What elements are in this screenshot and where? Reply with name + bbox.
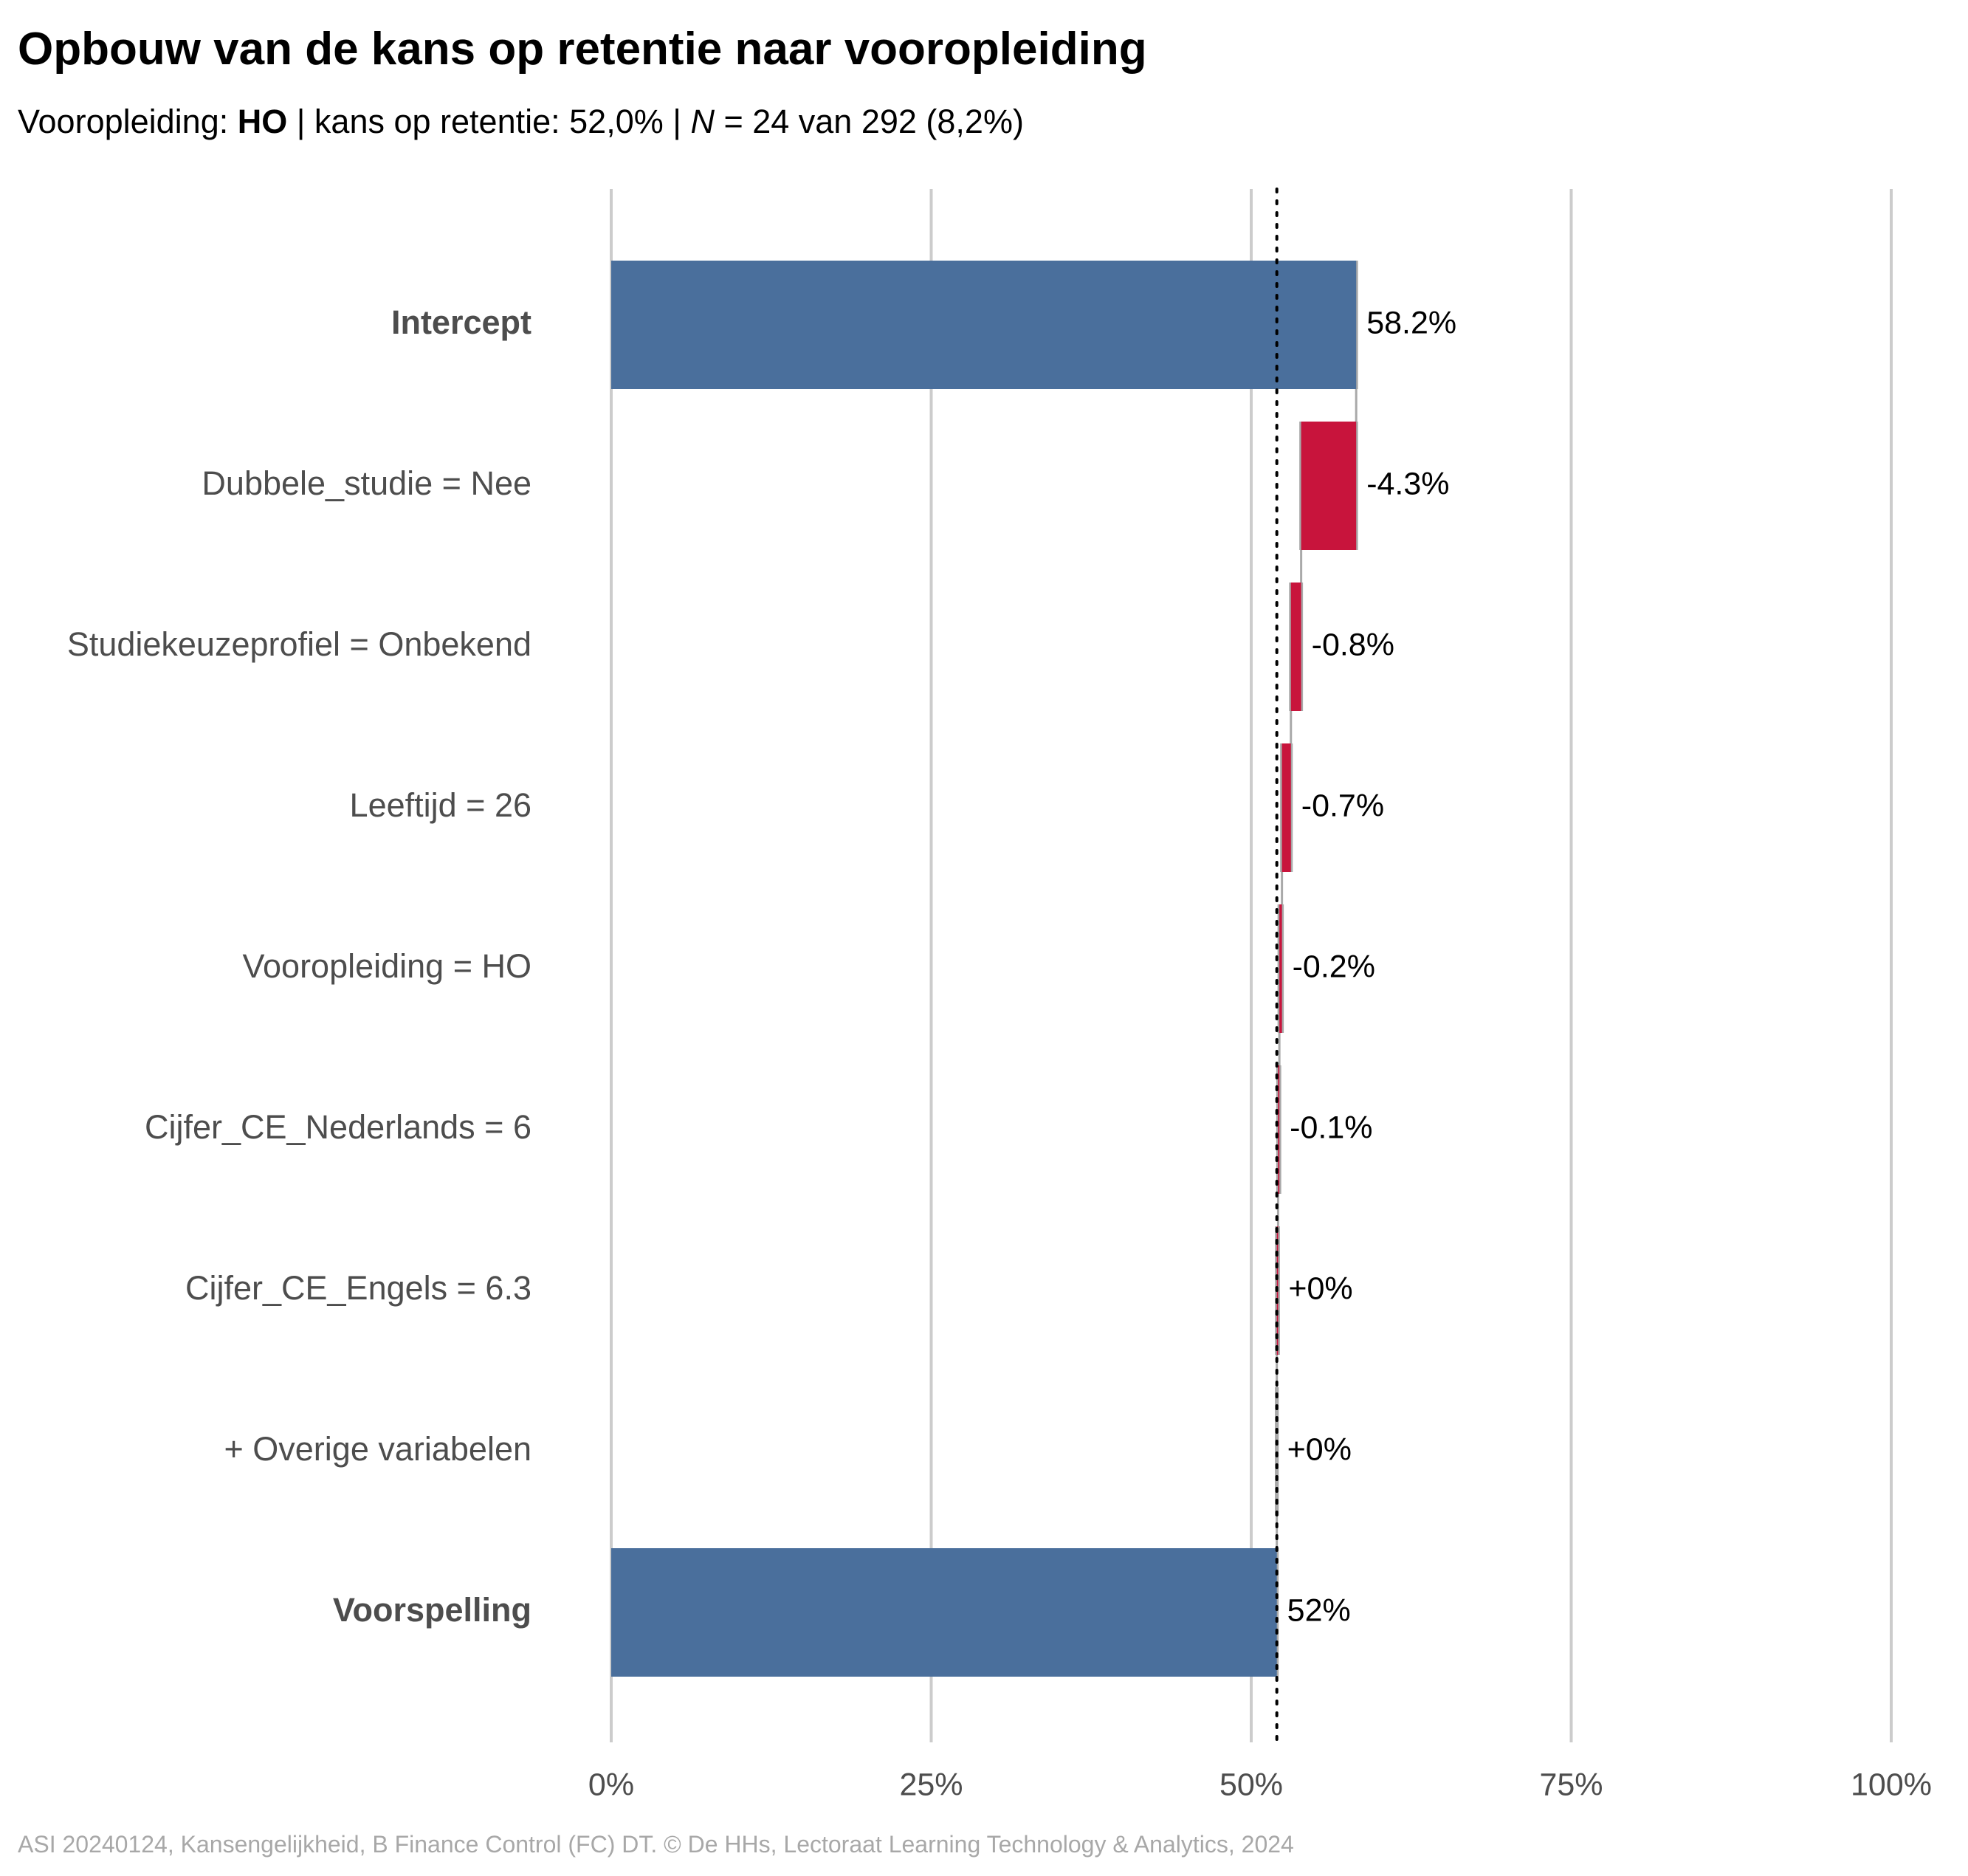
value-label: -0.8% (1312, 627, 1394, 662)
value-label: -4.3% (1366, 466, 1449, 501)
bar-5 (1278, 1065, 1280, 1194)
bar-1 (1301, 422, 1357, 550)
category-labels: Intercept Dubbele_studie = Nee Studiekeuze… (67, 303, 531, 1629)
category-label: Vooropleiding = HO (242, 947, 531, 985)
x-tick-label: 50% (1219, 1767, 1283, 1802)
value-label: 52% (1287, 1592, 1351, 1628)
bar-0 (611, 261, 1357, 389)
bar-2 (1290, 583, 1301, 711)
value-label: -0.1% (1290, 1110, 1372, 1145)
bars (611, 261, 1357, 1677)
x-axis-ticks: 0% 25% 50% 75% 100% (588, 1767, 1932, 1802)
subtitle-group: HO (237, 103, 288, 140)
category-label: Voorspelling (333, 1591, 531, 1629)
waterfall-chart: Intercept Dubbele_studie = Nee Studiekeuze… (67, 188, 1932, 1802)
chart-subtitle: Vooropleiding: HO | kans op retentie: 52… (18, 102, 1024, 142)
category-label: + Overige variabelen (224, 1430, 532, 1468)
subtitle-n-text: = 24 van 292 (8,2%) (714, 103, 1024, 140)
category-label: Studiekeuzeprofiel = Onbekend (67, 625, 531, 663)
bar-4 (1279, 904, 1282, 1033)
grid-lines (610, 189, 1893, 1742)
category-label: Cijfer_CE_Engels = 6.3 (185, 1269, 531, 1307)
category-label: Dubbele_studie = Nee (202, 464, 531, 502)
subtitle-prefix: Vooropleiding: (18, 103, 238, 140)
value-label: 58.2% (1366, 305, 1456, 340)
category-label: Leeftijd = 26 (350, 786, 531, 824)
x-tick-label: 0% (588, 1767, 634, 1802)
x-tick-label: 75% (1539, 1767, 1603, 1802)
x-tick-label: 25% (899, 1767, 963, 1802)
caption: ASI 20240124, Kansengelijkheid, B Financ… (18, 1831, 1294, 1858)
bar-3 (1281, 743, 1291, 872)
x-tick-label: 100% (1851, 1767, 1932, 1802)
chart-title: Opbouw van de kans op retentie naar voor… (18, 24, 1147, 75)
value-label: -0.2% (1293, 949, 1375, 984)
value-label: -0.7% (1301, 788, 1384, 823)
value-label: +0% (1287, 1432, 1352, 1467)
value-labels: 58.2% -4.3% -0.8% -0.7% -0.2% -0.1% +0% +0% 52% (1287, 305, 1456, 1628)
subtitle-middle: | kans op retentie: 52,0% | (287, 103, 691, 140)
bar-8 (611, 1548, 1277, 1677)
category-label: Intercept (391, 303, 531, 341)
category-label: Cijfer_CE_Nederlands = 6 (145, 1108, 531, 1146)
subtitle-n-symbol: N (690, 103, 715, 140)
value-label: +0% (1288, 1271, 1352, 1306)
